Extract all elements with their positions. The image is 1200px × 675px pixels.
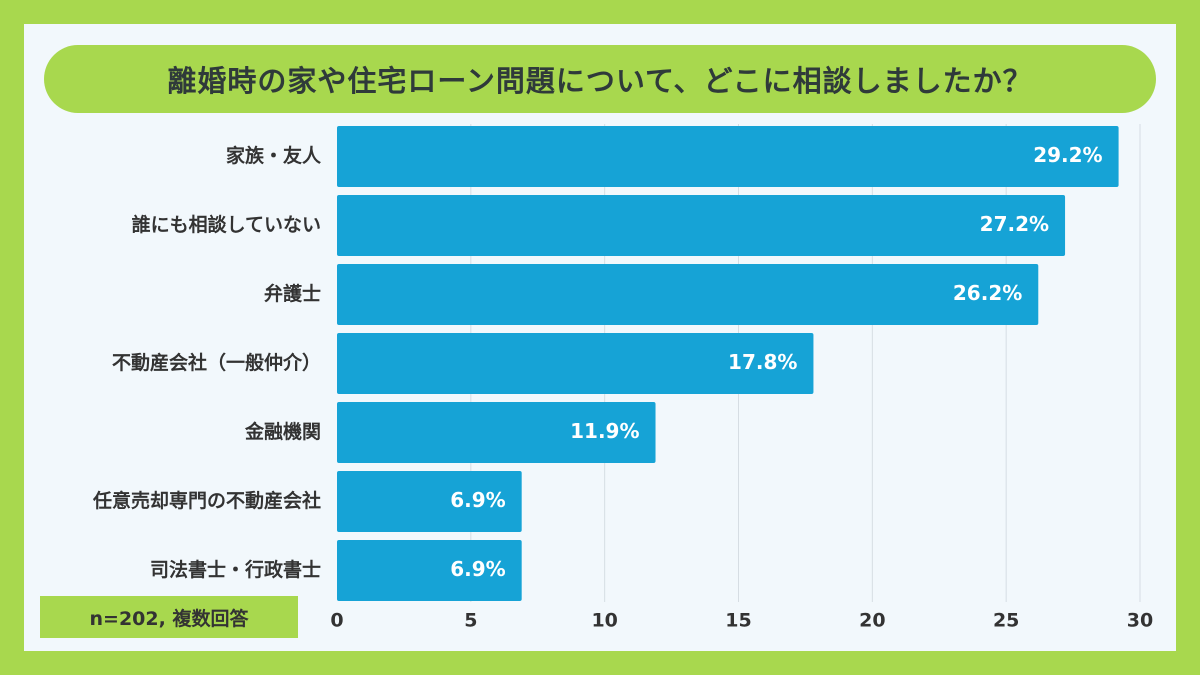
x-tick-label: 5 bbox=[464, 610, 477, 632]
bar bbox=[337, 264, 1039, 325]
x-tick-label: 15 bbox=[725, 610, 751, 632]
bar-value-label: 26.2% bbox=[953, 281, 1022, 305]
chart-card: 離婚時の家や住宅ローン問題について、どこに相談しましたか？ 0 5 10 15 20 25… bbox=[24, 24, 1176, 651]
category-label: 弁護士 bbox=[264, 282, 321, 305]
bar-value-label: 11.9% bbox=[570, 419, 639, 443]
bar bbox=[337, 471, 522, 532]
category-label: 任意売却専門の不動産会社 bbox=[92, 489, 321, 512]
category-label: 誰にも相談していない bbox=[132, 213, 321, 236]
bar bbox=[337, 540, 522, 601]
bar-value-label: 17.8% bbox=[728, 350, 797, 374]
x-tick-label: 30 bbox=[1127, 610, 1153, 632]
bar-chart: 0 5 10 15 20 25 30 29.2% 家族・友人 27.2% 誰にも相談していない 26.… bbox=[92, 124, 1153, 632]
x-tick-label: 10 bbox=[591, 610, 617, 632]
bar bbox=[337, 402, 656, 463]
x-tick-label: 25 bbox=[993, 610, 1019, 632]
bar-value-label: 29.2% bbox=[1033, 143, 1102, 167]
category-label: 家族・友人 bbox=[226, 144, 322, 167]
sample-size-note: n=202, 複数回答 bbox=[40, 596, 298, 638]
bar-value-label: 6.9% bbox=[450, 488, 505, 512]
category-label: 金融機関 bbox=[244, 420, 321, 443]
category-label: 不動産会社（一般仲介） bbox=[112, 351, 321, 374]
bar bbox=[337, 333, 814, 394]
x-tick-label: 20 bbox=[859, 610, 885, 632]
x-tick-label: 0 bbox=[330, 610, 343, 632]
bar bbox=[337, 126, 1119, 187]
chart-title: 離婚時の家や住宅ローン問題について、どこに相談しましたか？ bbox=[44, 45, 1156, 113]
bar bbox=[337, 195, 1066, 256]
bar-value-label: 6.9% bbox=[450, 557, 505, 581]
bar-value-label: 27.2% bbox=[980, 212, 1049, 236]
category-label: 司法書士・行政書士 bbox=[150, 558, 321, 581]
